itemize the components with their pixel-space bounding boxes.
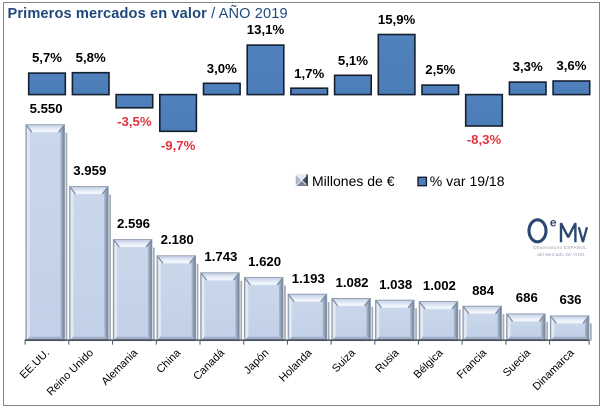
svg-text:e: e [550,216,557,230]
